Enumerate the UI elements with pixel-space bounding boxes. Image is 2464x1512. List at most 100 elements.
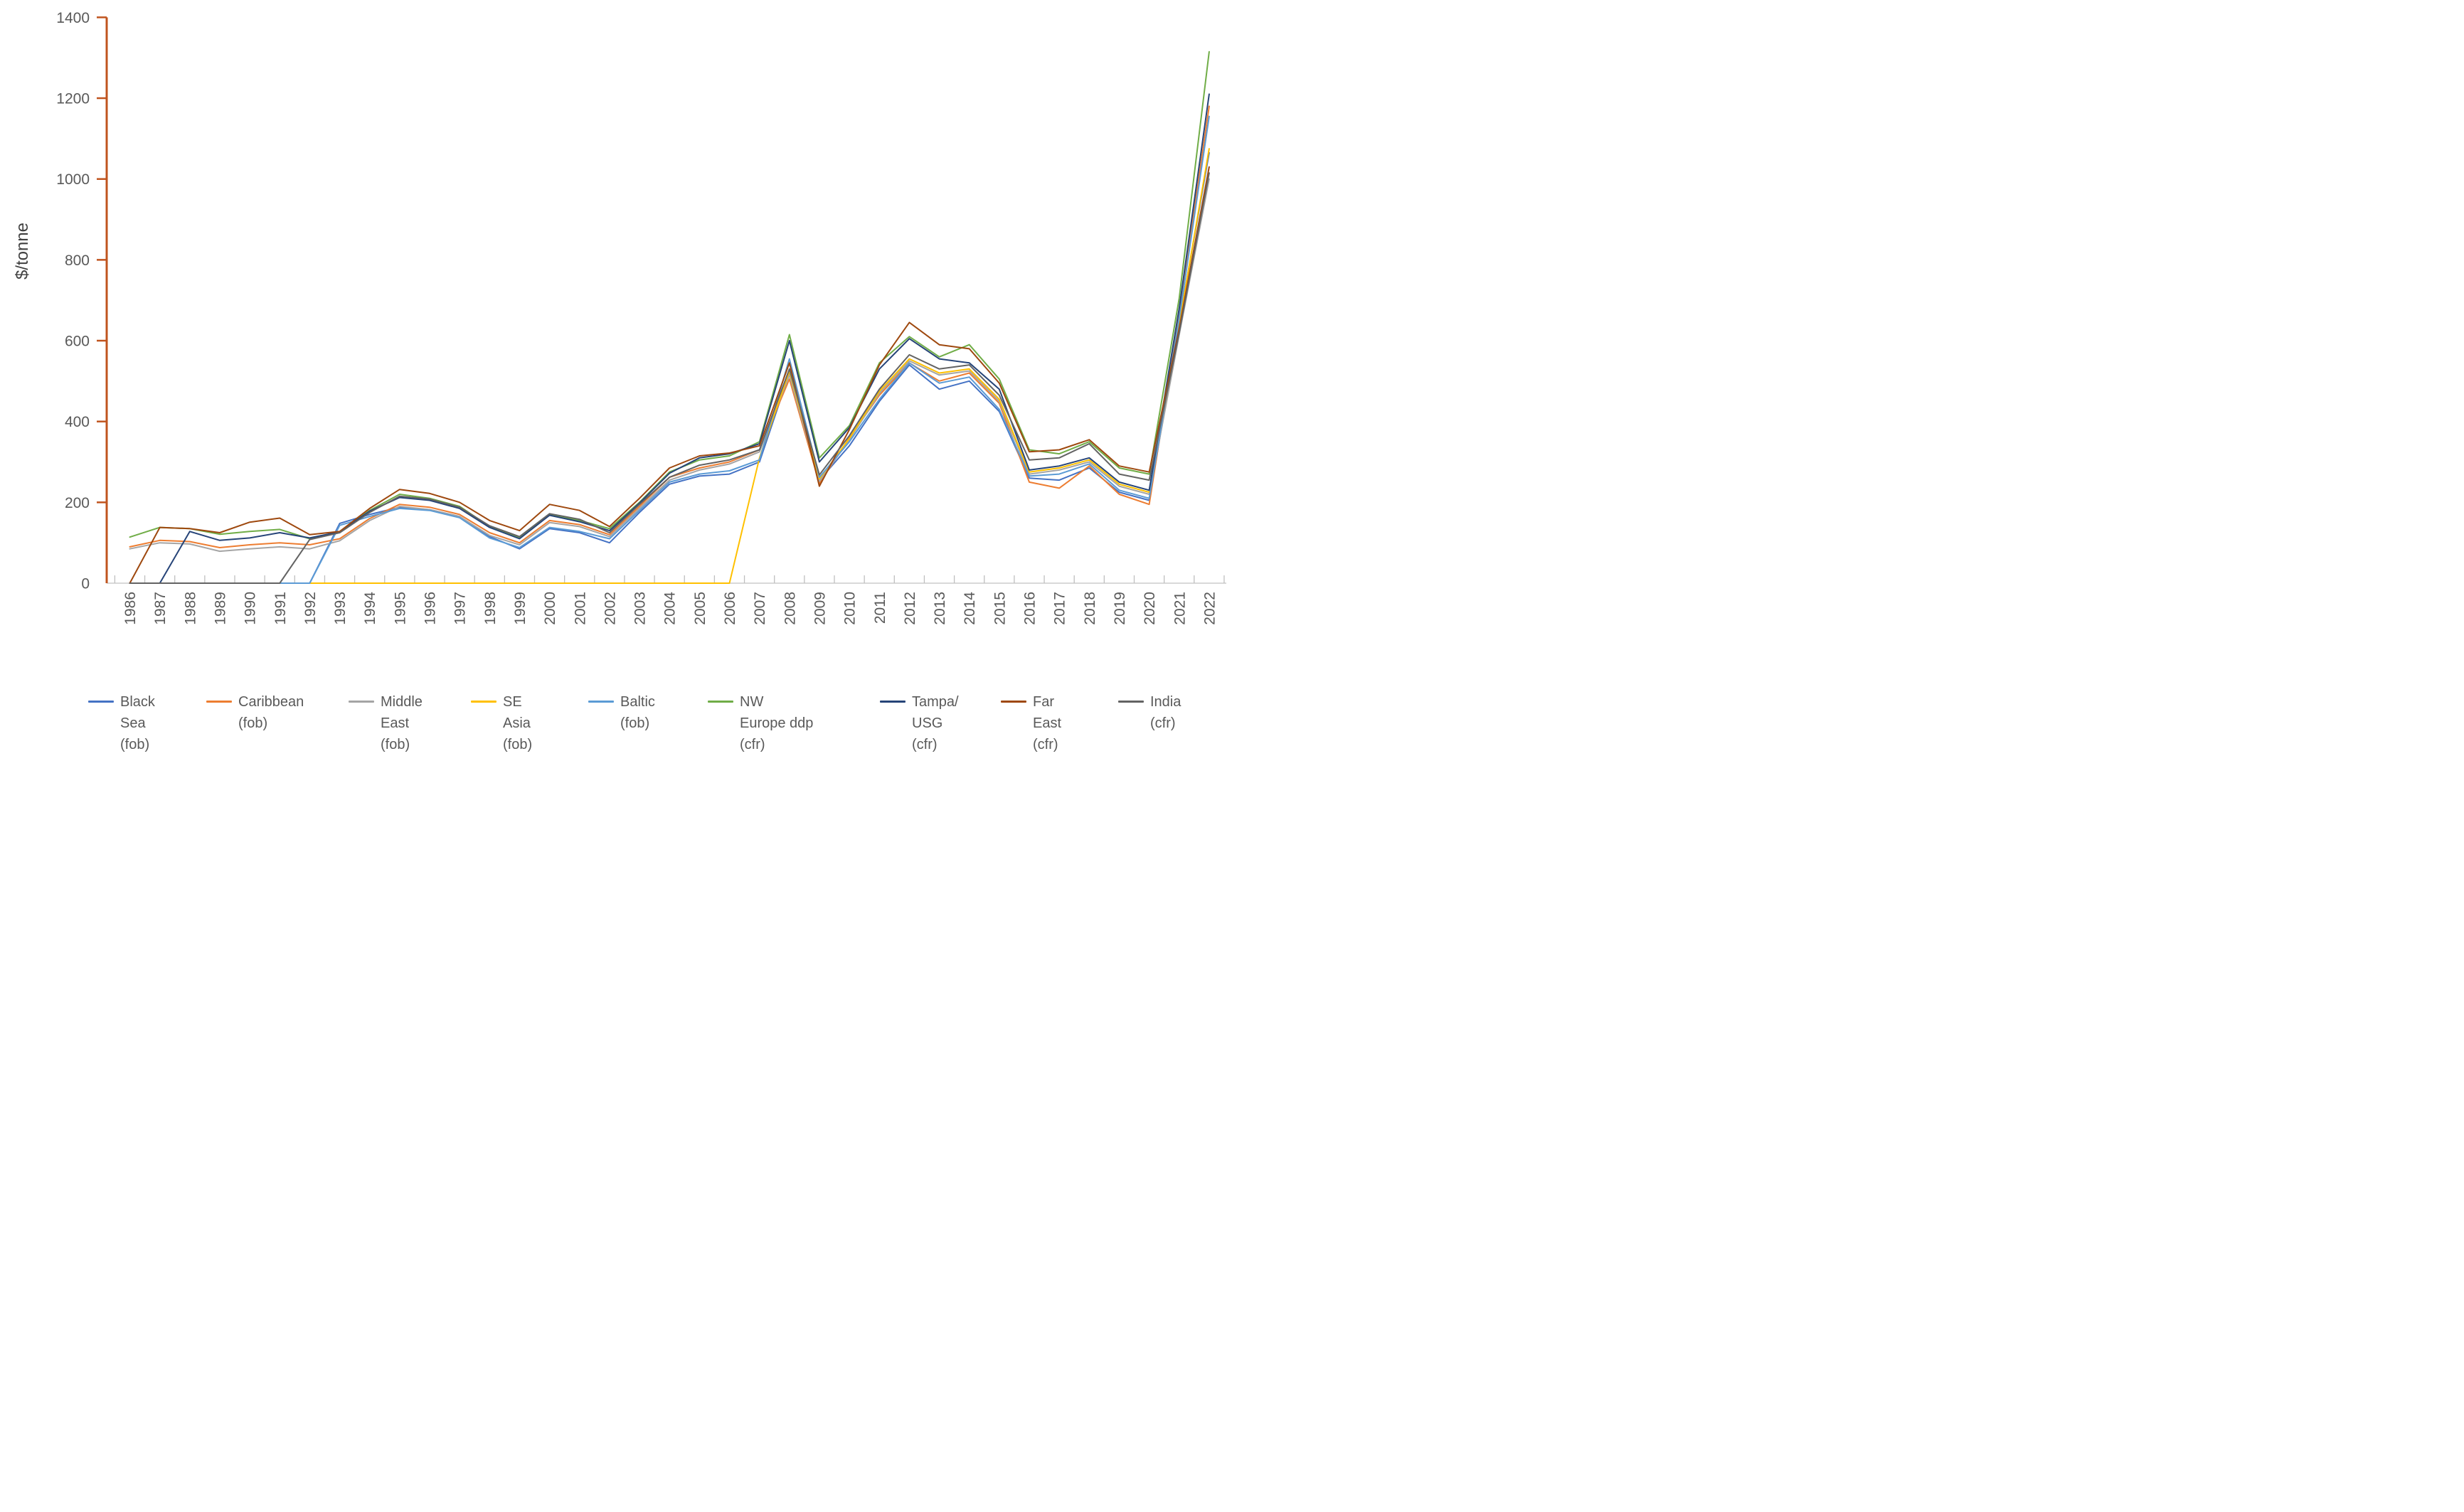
legend-label-line: (cfr) xyxy=(1033,737,1058,752)
x-tick-label: 1992 xyxy=(302,592,319,625)
y-axis-title: $/tonne xyxy=(13,222,32,280)
legend-label-line: USG xyxy=(912,715,943,731)
y-tick-label: 800 xyxy=(65,252,90,269)
legend-label-line: Europe ddp xyxy=(740,715,814,731)
legend-label-line: Far xyxy=(1033,694,1054,710)
legend-item-nw-europe-ddp-cfr: NW Europe ddp (cfr) xyxy=(708,691,813,755)
x-tick-label: 2006 xyxy=(722,592,738,625)
legend-swatch-nw-europe-ddp-cfr xyxy=(708,701,733,703)
legend-label-tampa-usg-cfr: Tampa/USG (cfr) xyxy=(912,691,959,755)
series-line-india-cfr xyxy=(129,172,1210,584)
x-tick-label: 2005 xyxy=(692,592,708,625)
legend-label-line: East xyxy=(381,715,410,731)
x-tick-label: 2008 xyxy=(782,592,798,625)
legend-label-line: Tampa/ xyxy=(912,694,959,710)
x-tick-label: 2016 xyxy=(1022,592,1039,625)
legend-swatch-black-sea-fob xyxy=(88,701,114,703)
x-tick-label: 2017 xyxy=(1052,592,1068,625)
legend-label-caribbean-fob: Caribbean (fob) xyxy=(238,691,304,734)
legend-label-line: (fob) xyxy=(503,737,533,752)
legend-item-tampa-usg-cfr: Tampa/USG (cfr) xyxy=(880,691,959,755)
x-tick-label: 2015 xyxy=(992,592,1008,625)
x-tick-label: 1986 xyxy=(122,592,139,625)
x-tick-label: 1987 xyxy=(152,592,169,625)
x-tick-label: 1988 xyxy=(182,592,198,625)
legend-label-line: Middle xyxy=(381,694,423,710)
legend-label-line: (fob) xyxy=(620,715,650,731)
y-tick-label: 600 xyxy=(65,334,90,350)
series-line-far-east-cfr xyxy=(129,166,1210,584)
legend-label-line: (fob) xyxy=(120,737,150,752)
x-tick-label: 2009 xyxy=(812,592,828,625)
legend-label-line: East xyxy=(1033,715,1062,731)
legend-item-se-asia-fob: SE Asia (fob) xyxy=(471,691,532,755)
x-tick-label: 2004 xyxy=(662,592,679,625)
x-tick-label: 2011 xyxy=(872,592,888,624)
x-tick-label: 1989 xyxy=(212,592,228,625)
x-tick-label: 2000 xyxy=(542,592,558,625)
y-tick-label: 1200 xyxy=(56,91,90,107)
legend-swatch-tampa-usg-cfr xyxy=(880,701,906,703)
legend-label-line: Black xyxy=(120,694,155,710)
legend-label-line: Asia xyxy=(503,715,531,731)
legend-label-line: SE xyxy=(503,694,522,710)
legend-label-india-cfr: India (cfr) xyxy=(1150,691,1181,734)
x-tick-label: 1993 xyxy=(332,592,349,625)
x-tick-label: 1991 xyxy=(272,592,289,625)
x-tick-label: 2002 xyxy=(602,592,618,625)
series-line-se-asia-fob xyxy=(129,148,1210,584)
x-tick-label: 2012 xyxy=(902,592,918,625)
x-tick-label: 2020 xyxy=(1142,592,1158,625)
legend-item-far-east-cfr: Far East (cfr) xyxy=(1001,691,1061,755)
x-tick-label: 1996 xyxy=(423,592,439,625)
x-tick-label: 2022 xyxy=(1201,592,1218,625)
legend-label-middle-east-fob: Middle East (fob) xyxy=(381,691,423,755)
legend-label-far-east-cfr: Far East (cfr) xyxy=(1033,691,1061,755)
legend-label-line: (cfr) xyxy=(740,737,765,752)
series-line-nw-europe-ddp-cfr xyxy=(129,50,1210,540)
legend-label-baltic-fob: Baltic (fob) xyxy=(620,691,655,734)
legend-swatch-se-asia-fob xyxy=(471,701,496,703)
legend-label-black-sea-fob: Black Sea (fob) xyxy=(120,691,155,755)
legend-label-line: NW xyxy=(740,694,764,710)
legend-label-se-asia-fob: SE Asia (fob) xyxy=(503,691,532,755)
x-tick-label: 1997 xyxy=(452,592,469,625)
legend-item-india-cfr: India (cfr) xyxy=(1118,691,1181,734)
x-tick-label: 2007 xyxy=(752,592,768,625)
x-tick-label: 2019 xyxy=(1112,592,1128,625)
x-tick-label: 2014 xyxy=(962,592,978,625)
y-tick-label: 200 xyxy=(65,495,90,511)
x-tick-label: 1995 xyxy=(392,592,408,625)
y-tick-label: 1400 xyxy=(56,10,90,26)
x-tick-label: 2001 xyxy=(572,592,588,625)
x-tick-label: 2013 xyxy=(932,592,948,625)
x-tick-label: 1990 xyxy=(243,592,259,625)
legend-swatch-india-cfr xyxy=(1118,701,1144,703)
y-tick-label: 0 xyxy=(81,576,90,592)
x-tick-label: 2018 xyxy=(1082,592,1098,625)
legend-label-line: (fob) xyxy=(238,715,268,731)
legend-item-black-sea-fob: Black Sea (fob) xyxy=(88,691,155,755)
x-tick-label: 2021 xyxy=(1172,592,1188,625)
legend-item-caribbean-fob: Caribbean (fob) xyxy=(206,691,304,734)
series-line-baltic-fob xyxy=(129,115,1210,584)
legend-label-line: (cfr) xyxy=(1150,715,1176,731)
series-line-tampa-usg-cfr xyxy=(129,93,1210,584)
plot-area: 0 200 400 600 800 1000 1200 1400 1986 1987 1988 198… xyxy=(56,10,1226,625)
legend-label-nw-europe-ddp-cfr: NW Europe ddp (cfr) xyxy=(740,691,813,755)
legend-label-line: (cfr) xyxy=(912,737,938,752)
legend-swatch-middle-east-fob xyxy=(349,701,374,703)
legend-item-middle-east-fob: Middle East (fob) xyxy=(349,691,423,755)
x-tick-label: 1999 xyxy=(512,592,529,625)
legend-label-line: India xyxy=(1150,694,1181,710)
x-tick-label: 1998 xyxy=(482,592,499,625)
y-tick-label: 400 xyxy=(65,414,90,430)
legend-swatch-far-east-cfr xyxy=(1001,701,1026,703)
legend-label-line: (fob) xyxy=(381,737,410,752)
x-tick-label: 2010 xyxy=(842,592,859,625)
y-tick-label: 1000 xyxy=(56,171,90,188)
legend-swatch-caribbean-fob xyxy=(206,701,232,703)
legend-item-baltic-fob: Baltic (fob) xyxy=(588,691,655,734)
chart-page: $/tonne 0 200 400 600 800 1000 1200 1400 1986 198… xyxy=(0,0,1232,756)
legend: Black Sea (fob) Caribbean (fob) Middle East (fo… xyxy=(0,691,1232,756)
